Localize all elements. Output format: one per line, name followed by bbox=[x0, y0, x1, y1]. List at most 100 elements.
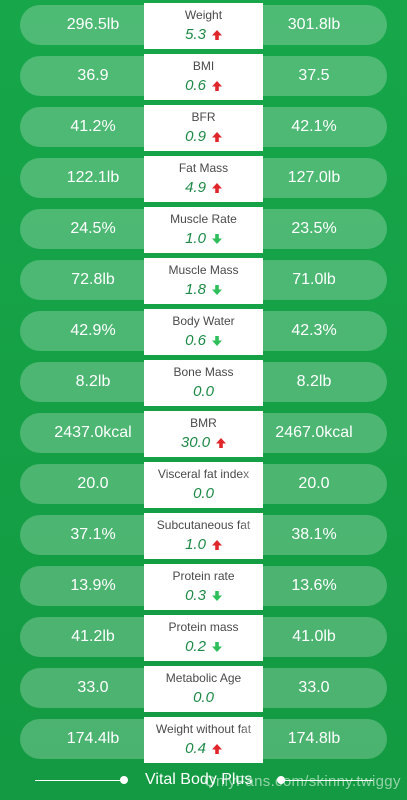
metric-name: BFR bbox=[191, 110, 216, 124]
metric-row: 36.9 BMI 0.6 37.5 bbox=[0, 54, 407, 100]
previous-value: 41.2lb bbox=[20, 617, 166, 657]
previous-value: 36.9 bbox=[20, 56, 166, 96]
previous-value: 13.9% bbox=[20, 566, 166, 606]
arrow-up-icon bbox=[216, 438, 227, 448]
delta-line: 1.8 bbox=[185, 281, 222, 299]
delta-line: 1.0 bbox=[185, 536, 222, 554]
metric-card[interactable]: Weight without fat 0.4 bbox=[144, 717, 263, 763]
arrow-up-icon bbox=[211, 744, 222, 754]
metric-name: Bone Mass bbox=[173, 365, 234, 379]
delta-line: 0.0 bbox=[193, 383, 214, 401]
current-value: 2467.0kcal bbox=[241, 413, 387, 453]
arrow-down-icon bbox=[211, 234, 222, 244]
delta-value: 0.2 bbox=[185, 638, 206, 655]
current-value: 38.1% bbox=[241, 515, 387, 555]
metric-row: 41.2lb Protein mass 0.2 41.0lb bbox=[0, 615, 407, 661]
metric-name: Subcutaneous fat bbox=[156, 518, 251, 532]
metric-name: BMR bbox=[190, 416, 217, 430]
metric-card[interactable]: Subcutaneous fat 1.0 bbox=[144, 513, 263, 559]
footer-dot-left bbox=[120, 776, 128, 784]
previous-value: 174.4lb bbox=[20, 719, 166, 759]
previous-value: 122.1lb bbox=[20, 158, 166, 198]
current-value: 42.3% bbox=[241, 311, 387, 351]
metric-name: BMI bbox=[192, 59, 215, 73]
metric-card[interactable]: Muscle Mass 1.8 bbox=[144, 258, 263, 304]
metric-card[interactable]: Fat Mass 4.9 bbox=[144, 156, 263, 202]
arrow-up-icon bbox=[211, 30, 222, 40]
delta-value: 0.4 bbox=[185, 740, 206, 757]
current-value: 42.1% bbox=[241, 107, 387, 147]
metric-card[interactable]: BMI 0.6 bbox=[144, 54, 263, 100]
metric-row: 37.1% Subcutaneous fat 1.0 38.1% bbox=[0, 513, 407, 559]
current-value: 33.0 bbox=[241, 668, 387, 708]
footer-line-left bbox=[35, 780, 123, 781]
metric-card[interactable]: Bone Mass 0.0 bbox=[144, 360, 263, 406]
current-value: 20.0 bbox=[241, 464, 387, 504]
delta-value: 0.0 bbox=[193, 689, 214, 706]
metric-name: Muscle Mass bbox=[168, 263, 239, 277]
delta-line: 0.6 bbox=[185, 332, 222, 350]
watermark: OnlyFans.com/skinny.twiggy bbox=[204, 773, 401, 790]
delta-line: 30.0 bbox=[181, 434, 227, 452]
delta-value: 4.9 bbox=[185, 179, 206, 196]
delta-value: 0.3 bbox=[185, 587, 206, 604]
current-value: 71.0lb bbox=[241, 260, 387, 300]
previous-value: 8.2lb bbox=[20, 362, 166, 402]
previous-value: 33.0 bbox=[20, 668, 166, 708]
metric-row: 13.9% Protein rate 0.3 13.6% bbox=[0, 564, 407, 610]
delta-line: 0.0 bbox=[193, 689, 214, 707]
previous-value: 24.5% bbox=[20, 209, 166, 249]
previous-value: 20.0 bbox=[20, 464, 166, 504]
footer-dot-right bbox=[277, 776, 285, 784]
metric-name: Body Water bbox=[172, 314, 235, 328]
metric-row: 8.2lb Bone Mass 0.0 8.2lb bbox=[0, 360, 407, 406]
metric-row: 24.5% Muscle Rate 1.0 23.5% bbox=[0, 207, 407, 253]
metric-card[interactable]: Body Water 0.6 bbox=[144, 309, 263, 355]
metric-card[interactable]: BMR 30.0 bbox=[144, 411, 263, 457]
previous-value: 2437.0kcal bbox=[20, 413, 166, 453]
delta-value: 1.0 bbox=[185, 230, 206, 247]
metric-card[interactable]: BFR 0.9 bbox=[144, 105, 263, 151]
delta-line: 5.3 bbox=[185, 26, 222, 44]
metric-name: Muscle Rate bbox=[170, 212, 237, 226]
footer-line-right bbox=[283, 780, 373, 781]
metric-row: 2437.0kcal BMR 30.0 2467.0kcal bbox=[0, 411, 407, 457]
current-value: 37.5 bbox=[241, 56, 387, 96]
metric-name: Fat Mass bbox=[178, 161, 229, 175]
metric-card[interactable]: Weight 5.3 bbox=[144, 3, 263, 49]
delta-line: 1.0 bbox=[185, 230, 222, 248]
arrow-down-icon bbox=[211, 642, 222, 652]
arrow-down-icon bbox=[211, 285, 222, 295]
delta-line: 0.2 bbox=[185, 638, 222, 656]
current-value: 301.8lb bbox=[241, 5, 387, 45]
metric-card[interactable]: Protein mass 0.2 bbox=[144, 615, 263, 661]
metric-row: 20.0 Visceral fat index 0.0 20.0 bbox=[0, 462, 407, 508]
metric-row: 122.1lb Fat Mass 4.9 127.0lb bbox=[0, 156, 407, 202]
metric-row: 41.2% BFR 0.9 42.1% bbox=[0, 105, 407, 151]
metric-card[interactable]: Muscle Rate 1.0 bbox=[144, 207, 263, 253]
metric-name: Protein mass bbox=[168, 620, 239, 634]
delta-line: 0.4 bbox=[185, 740, 222, 758]
footer: Vital Body Plus OnlyFans.com/skinny.twig… bbox=[0, 766, 407, 796]
delta-value: 0.0 bbox=[193, 383, 214, 400]
delta-value: 0.6 bbox=[185, 77, 206, 94]
delta-value: 1.0 bbox=[185, 536, 206, 553]
current-value: 13.6% bbox=[241, 566, 387, 606]
arrow-up-icon bbox=[211, 183, 222, 193]
metric-row: 33.0 Metabolic Age 0.0 33.0 bbox=[0, 666, 407, 712]
delta-value: 1.8 bbox=[185, 281, 206, 298]
previous-value: 37.1% bbox=[20, 515, 166, 555]
delta-value: 0.0 bbox=[193, 485, 214, 502]
metric-card[interactable]: Visceral fat index 0.0 bbox=[144, 462, 263, 508]
previous-value: 42.9% bbox=[20, 311, 166, 351]
current-value: 23.5% bbox=[241, 209, 387, 249]
metric-card[interactable]: Metabolic Age 0.0 bbox=[144, 666, 263, 712]
delta-value: 0.6 bbox=[185, 332, 206, 349]
delta-line: 0.3 bbox=[185, 587, 222, 605]
previous-value: 296.5lb bbox=[20, 5, 166, 45]
metric-name: Protein rate bbox=[172, 569, 235, 583]
delta-line: 0.9 bbox=[185, 128, 222, 146]
metric-row: 174.4lb Weight without fat 0.4 174.8lb bbox=[0, 717, 407, 763]
metric-card[interactable]: Protein rate 0.3 bbox=[144, 564, 263, 610]
current-value: 127.0lb bbox=[241, 158, 387, 198]
